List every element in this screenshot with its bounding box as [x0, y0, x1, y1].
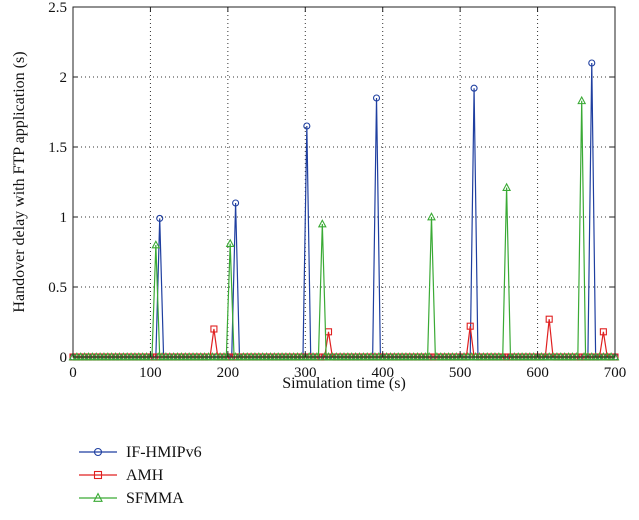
legend-label: IF-HMIPv6 — [126, 444, 202, 461]
data-point — [151, 240, 161, 249]
legend-item: AMH — [79, 467, 164, 484]
y-tick-label: 2 — [60, 70, 68, 86]
legend: IF-HMIPv6 AMH SFMMA — [79, 444, 202, 507]
legend-item: SFMMA — [79, 490, 184, 507]
data-point — [588, 59, 596, 67]
x-tick-label: 300 — [294, 365, 317, 381]
x-tick-label: 500 — [449, 365, 472, 381]
series-line — [73, 62, 615, 358]
legend-marker — [93, 470, 103, 480]
y-tick-label: 0.5 — [48, 280, 67, 296]
legend-item: IF-HMIPv6 — [79, 444, 202, 461]
data-point — [502, 182, 512, 191]
legend-label: SFMMA — [126, 490, 184, 507]
y-axis-label: Handover delay with FTP application (s) — [11, 51, 28, 312]
y-tick-label: 0 — [60, 350, 68, 366]
data-point — [156, 214, 164, 222]
legend-label: AMH — [126, 467, 164, 484]
data-point — [317, 219, 327, 228]
series-if-hmipv6 — [69, 59, 619, 361]
data-point — [577, 95, 587, 105]
series-line — [73, 319, 615, 358]
data-point — [599, 328, 607, 336]
data-point — [225, 238, 235, 247]
axis-ticks: 0 100 200 300 400 500 600 700 0 0.5 1 1.5 2 2.5 — [48, 0, 626, 381]
data-point — [232, 199, 240, 207]
x-axis-label: Simulation time (s) — [282, 375, 406, 392]
data-point — [210, 325, 218, 333]
series-sfmma — [68, 95, 620, 361]
x-tick-label: 100 — [139, 365, 162, 381]
x-tick-label: 700 — [604, 365, 627, 381]
y-tick-label: 1.5 — [48, 140, 67, 156]
data-point — [466, 322, 474, 330]
series-layer — [68, 59, 620, 361]
data-point — [470, 84, 478, 92]
x-tick-label: 200 — [217, 365, 240, 381]
x-tick-label: 0 — [69, 365, 77, 381]
data-point — [545, 315, 553, 323]
x-tick-label: 600 — [526, 365, 549, 381]
plot-frame — [72, 6, 616, 358]
series-line — [73, 100, 615, 358]
y-tick-label: 2.5 — [48, 0, 67, 16]
data-point — [303, 122, 311, 130]
y-tick-label: 1 — [60, 210, 68, 226]
data-point — [372, 94, 381, 102]
x-tick-label: 400 — [371, 365, 394, 381]
data-point — [427, 212, 436, 221]
legend-marker — [93, 447, 103, 457]
legend-marker — [93, 492, 103, 502]
